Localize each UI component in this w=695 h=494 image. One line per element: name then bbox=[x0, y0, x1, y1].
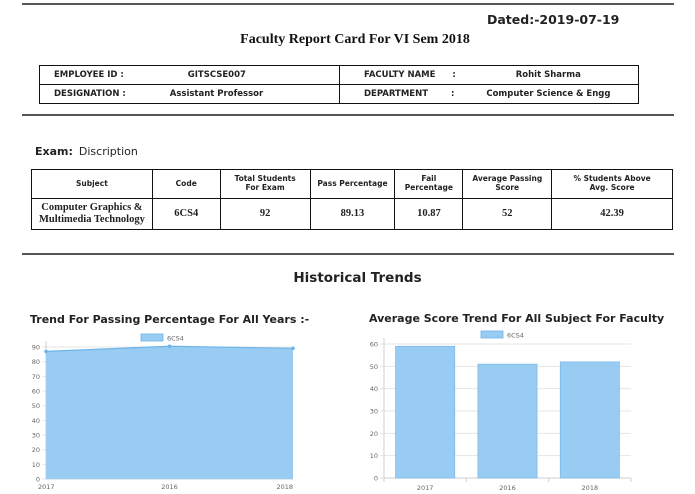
y-tick-label: 30 bbox=[370, 408, 378, 416]
exam-line: Exam: Discription bbox=[35, 145, 138, 158]
cell-subject: Computer Graphics & Multimedia Technology bbox=[31, 198, 153, 230]
y-tick-label: 30 bbox=[32, 432, 40, 440]
exam-value: Discription bbox=[78, 145, 138, 158]
header-average-passing-score: Average Passing Score bbox=[462, 169, 553, 199]
y-tick-label: 0 bbox=[374, 475, 378, 483]
header-pass-percentage: Pass Percentage bbox=[309, 169, 396, 199]
x-tick-label: 2016 bbox=[161, 483, 178, 491]
y-tick-label: 70 bbox=[32, 373, 40, 381]
header-code: Code bbox=[151, 169, 221, 199]
exam-label: Exam: bbox=[35, 145, 73, 158]
legend-swatch bbox=[140, 333, 164, 342]
designation-label: DESIGNATION : bbox=[54, 89, 126, 99]
x-tick-label: 2017 bbox=[38, 483, 55, 491]
historical-trends-title: Historical Trends bbox=[293, 270, 422, 286]
legend-label: 6CS4 bbox=[507, 332, 524, 340]
y-tick-label: 80 bbox=[32, 358, 40, 366]
y-tick-label: 10 bbox=[370, 452, 378, 460]
cell-pass-percentage: 89.13 bbox=[309, 198, 396, 230]
department-separator: : bbox=[451, 89, 455, 99]
dated-text: Dated:-2019-07-19 bbox=[487, 12, 620, 27]
cell-students-above-avg: 42.39 bbox=[551, 198, 673, 230]
faculty-name-label: FACULTY NAME bbox=[364, 70, 436, 80]
employee-row-1: EMPLOYEE ID : GITSCSE007 FACULTY NAME : … bbox=[39, 65, 639, 85]
y-tick-label: 10 bbox=[32, 461, 40, 469]
bar bbox=[395, 345, 456, 479]
employee-info-table: EMPLOYEE ID : GITSCSE007 FACULTY NAME : … bbox=[39, 65, 639, 104]
employee-id-cell: EMPLOYEE ID : GITSCSE007 bbox=[39, 65, 340, 85]
table-row: Computer Graphics & Multimedia Technology… bbox=[31, 198, 673, 230]
area-fill bbox=[46, 346, 293, 479]
y-tick-label: 50 bbox=[32, 402, 40, 410]
data-point bbox=[291, 346, 295, 351]
report-title: Faculty Report Card For VI Sem 2018 bbox=[240, 32, 470, 47]
y-tick-label: 40 bbox=[32, 417, 40, 425]
designation-value: Assistant Professor bbox=[169, 89, 264, 99]
subject-table: Subject Code Total Students For Exam Pass… bbox=[31, 169, 673, 230]
faculty-name-separator: : bbox=[452, 70, 456, 80]
y-tick-label: 20 bbox=[32, 446, 40, 454]
x-tick-label: 2018 bbox=[582, 484, 599, 492]
designation-cell: DESIGNATION : Assistant Professor bbox=[39, 84, 340, 104]
divider-rule-2 bbox=[22, 253, 674, 255]
divider-rule-1 bbox=[22, 114, 674, 116]
data-point bbox=[44, 349, 48, 354]
y-tick-label: 90 bbox=[32, 344, 40, 352]
top-rule bbox=[22, 3, 674, 5]
average-score-chart-title: Average Score Trend For All Subject For … bbox=[369, 312, 665, 325]
cell-code: 6CS4 bbox=[151, 198, 221, 230]
y-tick-label: 0 bbox=[36, 476, 40, 484]
header-students-above-avg: % Students Above Avg. Score bbox=[551, 169, 673, 199]
x-tick-label: 2016 bbox=[499, 484, 516, 492]
employee-id-label: EMPLOYEE ID : bbox=[54, 70, 124, 80]
header-fail-percentage: Fail Percentage bbox=[394, 169, 464, 199]
header-total-students: Total Students For Exam bbox=[219, 169, 311, 199]
faculty-name-value: Rohit Sharma bbox=[515, 70, 581, 80]
y-tick-label: 50 bbox=[370, 363, 378, 371]
y-tick-label: 20 bbox=[370, 430, 378, 438]
data-point bbox=[167, 344, 172, 349]
faculty-name-cell: FACULTY NAME : Rohit Sharma bbox=[339, 65, 639, 85]
cell-average-passing-score: 52 bbox=[462, 198, 553, 230]
legend-label: 6CS4 bbox=[167, 335, 184, 343]
y-tick-label: 40 bbox=[370, 385, 378, 393]
passing-trend-chart-title: Trend For Passing Percentage For All Yea… bbox=[30, 313, 310, 326]
cell-total-students: 92 bbox=[219, 198, 311, 230]
bar bbox=[559, 361, 620, 479]
passing-trend-chart: 0 10 20 30 40 50 60 70 80 90 6CS4 2017 2016 2018 bbox=[32, 333, 295, 491]
department-label: DEPARTMENT bbox=[364, 89, 429, 99]
y-tick-label: 60 bbox=[32, 388, 40, 396]
employee-id-value: GITSCSE007 bbox=[187, 70, 246, 80]
bar bbox=[477, 363, 538, 479]
header-subject: Subject bbox=[31, 169, 153, 199]
x-tick-label: 2017 bbox=[417, 484, 434, 492]
subject-table-header-row: Subject Code Total Students For Exam Pass… bbox=[31, 169, 673, 199]
average-score-chart: 0 10 20 30 40 50 60 6CS4 2017 2016 2018 bbox=[370, 330, 632, 492]
department-cell: DEPARTMENT : Computer Science & Engg bbox=[339, 84, 639, 104]
employee-row-2: DESIGNATION : Assistant Professor DEPART… bbox=[39, 84, 639, 104]
y-tick-label: 60 bbox=[370, 341, 378, 349]
x-tick-label: 2018 bbox=[276, 483, 293, 491]
legend-swatch bbox=[480, 330, 504, 339]
department-value: Computer Science & Engg bbox=[486, 89, 611, 99]
cell-fail-percentage: 10.87 bbox=[394, 198, 464, 230]
